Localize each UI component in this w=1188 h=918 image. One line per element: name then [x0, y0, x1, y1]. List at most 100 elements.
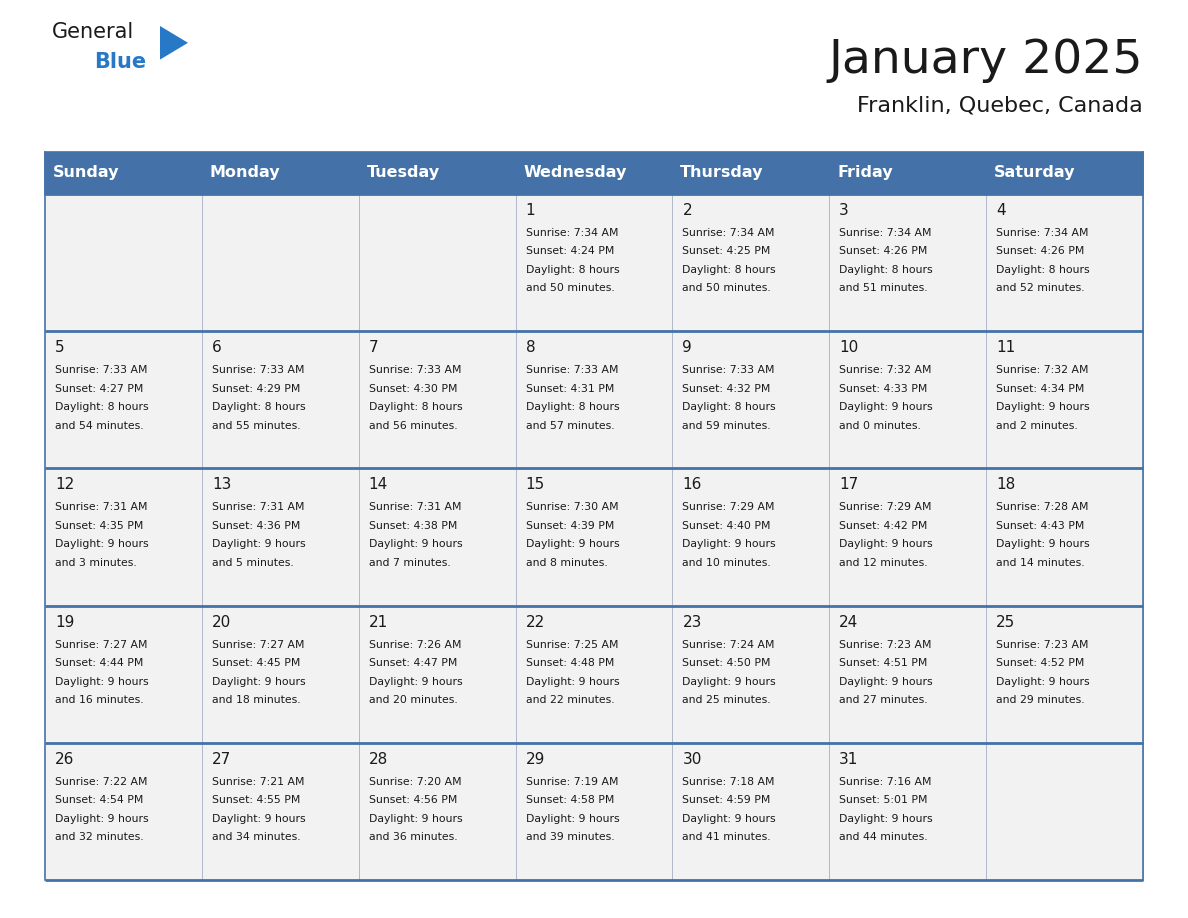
Text: Sunset: 4:32 PM: Sunset: 4:32 PM [682, 384, 771, 394]
Bar [202, 743, 359, 880]
Text: Daylight: 9 hours: Daylight: 9 hours [55, 540, 148, 549]
Text: 11: 11 [997, 341, 1016, 355]
Text: Daylight: 9 hours: Daylight: 9 hours [55, 677, 148, 687]
Text: Sunrise: 7:30 AM: Sunrise: 7:30 AM [525, 502, 618, 512]
Text: Daylight: 9 hours: Daylight: 9 hours [839, 813, 933, 823]
Text: Daylight: 8 hours: Daylight: 8 hours [368, 402, 462, 412]
Text: Sunset: 4:38 PM: Sunset: 4:38 PM [368, 521, 457, 531]
Text: Sunset: 4:26 PM: Sunset: 4:26 PM [997, 247, 1085, 256]
Text: Monday: Monday [210, 165, 280, 181]
Text: Daylight: 8 hours: Daylight: 8 hours [525, 402, 619, 412]
Text: Sunset: 4:56 PM: Sunset: 4:56 PM [368, 795, 457, 805]
Text: Sunrise: 7:27 AM: Sunrise: 7:27 AM [211, 640, 304, 650]
Text: and 18 minutes.: and 18 minutes. [211, 695, 301, 705]
Text: Sunset: 4:51 PM: Sunset: 4:51 PM [839, 658, 928, 668]
Text: Sunset: 4:52 PM: Sunset: 4:52 PM [997, 658, 1085, 668]
Text: Sunset: 4:35 PM: Sunset: 4:35 PM [55, 521, 144, 531]
Text: Sunrise: 7:33 AM: Sunrise: 7:33 AM [55, 365, 147, 375]
Text: and 25 minutes.: and 25 minutes. [682, 695, 771, 705]
Text: and 16 minutes.: and 16 minutes. [55, 695, 144, 705]
Text: Sunrise: 7:20 AM: Sunrise: 7:20 AM [368, 777, 461, 787]
Text: Sunset: 4:45 PM: Sunset: 4:45 PM [211, 658, 301, 668]
Text: and 52 minutes.: and 52 minutes. [997, 284, 1085, 294]
Bar [359, 606, 516, 743]
Bar [202, 152, 359, 194]
Bar [516, 606, 672, 743]
Bar [829, 606, 986, 743]
Text: and 51 minutes.: and 51 minutes. [839, 284, 928, 294]
Text: Sunrise: 7:32 AM: Sunrise: 7:32 AM [839, 365, 931, 375]
Bar [829, 743, 986, 880]
Text: 2: 2 [682, 203, 693, 218]
Polygon shape [160, 26, 188, 60]
Text: and 8 minutes.: and 8 minutes. [525, 558, 607, 568]
Text: Sunset: 4:36 PM: Sunset: 4:36 PM [211, 521, 301, 531]
Bar [516, 468, 672, 606]
Bar [516, 194, 672, 331]
Text: Daylight: 8 hours: Daylight: 8 hours [997, 265, 1089, 275]
Text: Sunrise: 7:24 AM: Sunrise: 7:24 AM [682, 640, 775, 650]
Bar [986, 331, 1143, 468]
Text: Sunset: 4:33 PM: Sunset: 4:33 PM [839, 384, 928, 394]
Text: 25: 25 [997, 614, 1016, 630]
Bar [516, 152, 672, 194]
Text: Daylight: 9 hours: Daylight: 9 hours [211, 540, 305, 549]
Text: and 0 minutes.: and 0 minutes. [839, 420, 921, 431]
Text: and 34 minutes.: and 34 minutes. [211, 833, 301, 843]
Text: Wednesday: Wednesday [524, 165, 627, 181]
Text: and 50 minutes.: and 50 minutes. [682, 284, 771, 294]
Bar [45, 152, 1143, 194]
Text: Sunrise: 7:29 AM: Sunrise: 7:29 AM [839, 502, 931, 512]
Text: Sunset: 4:47 PM: Sunset: 4:47 PM [368, 658, 457, 668]
Bar [986, 468, 1143, 606]
Text: and 10 minutes.: and 10 minutes. [682, 558, 771, 568]
Text: 16: 16 [682, 477, 702, 492]
Text: and 20 minutes.: and 20 minutes. [368, 695, 457, 705]
Text: Daylight: 8 hours: Daylight: 8 hours [839, 265, 933, 275]
Text: Sunday: Sunday [52, 165, 119, 181]
Text: Sunset: 4:26 PM: Sunset: 4:26 PM [839, 247, 928, 256]
Text: and 55 minutes.: and 55 minutes. [211, 420, 301, 431]
Bar [45, 152, 202, 194]
Bar [359, 194, 516, 331]
Text: 26: 26 [55, 752, 75, 767]
Text: Saturday: Saturday [994, 165, 1075, 181]
Text: Sunrise: 7:19 AM: Sunrise: 7:19 AM [525, 777, 618, 787]
Text: Sunrise: 7:33 AM: Sunrise: 7:33 AM [211, 365, 304, 375]
Bar [359, 331, 516, 468]
Text: Sunset: 4:48 PM: Sunset: 4:48 PM [525, 658, 614, 668]
Text: Franklin, Quebec, Canada: Franklin, Quebec, Canada [858, 95, 1143, 115]
Text: Blue: Blue [94, 52, 146, 72]
Text: 19: 19 [55, 614, 75, 630]
Text: and 44 minutes.: and 44 minutes. [839, 833, 928, 843]
Bar [672, 468, 829, 606]
Text: Sunset: 4:54 PM: Sunset: 4:54 PM [55, 795, 144, 805]
Text: Sunrise: 7:33 AM: Sunrise: 7:33 AM [368, 365, 461, 375]
Text: Sunrise: 7:34 AM: Sunrise: 7:34 AM [525, 228, 618, 238]
Bar [986, 152, 1143, 194]
Text: 28: 28 [368, 752, 388, 767]
Text: 5: 5 [55, 341, 64, 355]
Text: Sunrise: 7:28 AM: Sunrise: 7:28 AM [997, 502, 1088, 512]
Text: Daylight: 9 hours: Daylight: 9 hours [682, 677, 776, 687]
Text: Sunrise: 7:23 AM: Sunrise: 7:23 AM [839, 640, 931, 650]
Text: Sunrise: 7:32 AM: Sunrise: 7:32 AM [997, 365, 1088, 375]
Bar [672, 152, 829, 194]
Bar [45, 606, 202, 743]
Text: Sunrise: 7:27 AM: Sunrise: 7:27 AM [55, 640, 147, 650]
Text: Sunset: 4:30 PM: Sunset: 4:30 PM [368, 384, 457, 394]
Text: Sunset: 4:58 PM: Sunset: 4:58 PM [525, 795, 614, 805]
Text: and 27 minutes.: and 27 minutes. [839, 695, 928, 705]
Text: Daylight: 9 hours: Daylight: 9 hours [368, 813, 462, 823]
Text: Sunrise: 7:29 AM: Sunrise: 7:29 AM [682, 502, 775, 512]
Text: and 7 minutes.: and 7 minutes. [368, 558, 450, 568]
Text: 12: 12 [55, 477, 74, 492]
Text: Friday: Friday [838, 165, 892, 181]
Text: and 2 minutes.: and 2 minutes. [997, 420, 1078, 431]
Text: Sunset: 4:44 PM: Sunset: 4:44 PM [55, 658, 144, 668]
Text: Sunrise: 7:33 AM: Sunrise: 7:33 AM [682, 365, 775, 375]
Text: and 54 minutes.: and 54 minutes. [55, 420, 144, 431]
Text: Daylight: 9 hours: Daylight: 9 hours [997, 402, 1089, 412]
Text: General: General [52, 22, 134, 42]
Text: Sunrise: 7:31 AM: Sunrise: 7:31 AM [211, 502, 304, 512]
